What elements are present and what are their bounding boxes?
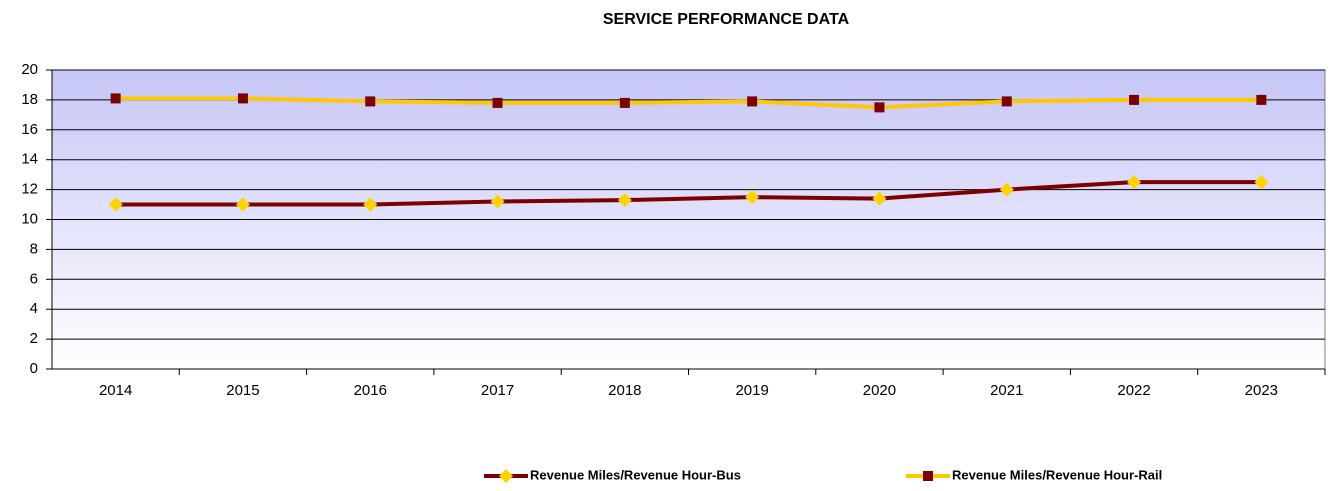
- x-tick-label: 2017: [481, 382, 514, 399]
- y-tick-label: 14: [21, 151, 38, 168]
- legend-label: Revenue Miles/Revenue Hour-Bus: [530, 467, 741, 482]
- series-line: [115, 96, 1262, 110]
- y-tick-label: 4: [30, 300, 38, 317]
- data-point: [235, 197, 250, 212]
- data-point: [492, 97, 503, 108]
- y-tick-label: 12: [21, 181, 38, 198]
- data-point: [110, 93, 121, 104]
- x-tick-label: 2021: [990, 382, 1023, 399]
- x-tick-label: 2020: [863, 382, 896, 399]
- data-point: [745, 190, 760, 205]
- x-tick-label: 2016: [354, 382, 387, 399]
- y-tick-label: 0: [30, 360, 38, 377]
- data-point: [747, 96, 758, 107]
- y-tick-label: 18: [21, 91, 38, 108]
- data-point: [108, 197, 123, 212]
- legend-label: Revenue Miles/Revenue Hour-Rail: [952, 467, 1162, 482]
- data-point: [872, 191, 887, 206]
- data-point: [1129, 94, 1140, 105]
- data-point: [363, 197, 378, 212]
- y-tick-label: 2: [30, 330, 38, 347]
- x-tick-label: 2015: [226, 382, 259, 399]
- y-tick-label: 6: [30, 270, 38, 287]
- data-point: [1256, 94, 1267, 105]
- series-line: [115, 180, 1262, 207]
- data-point: [999, 182, 1014, 197]
- data-point: [619, 97, 630, 108]
- chart-title: SERVICE PERFORMANCE DATA: [603, 11, 850, 28]
- x-tick-label: 2022: [1117, 382, 1150, 399]
- x-tick-label: 2019: [735, 382, 768, 399]
- legend-marker: [923, 471, 933, 481]
- data-point: [874, 102, 885, 113]
- y-tick-label: 16: [21, 121, 38, 138]
- data-point: [1254, 175, 1269, 190]
- data-point: [1127, 175, 1142, 190]
- data-point: [490, 194, 505, 209]
- y-tick-label: 8: [30, 240, 38, 257]
- data-point: [1001, 96, 1012, 107]
- data-point: [237, 93, 248, 104]
- legend-marker: [499, 469, 513, 483]
- data-point: [365, 96, 376, 107]
- y-tick-label: 10: [21, 210, 38, 227]
- y-tick-label: 20: [21, 61, 38, 78]
- x-tick-label: 2014: [99, 382, 132, 399]
- data-point: [617, 193, 632, 208]
- x-tick-label: 2023: [1245, 382, 1278, 399]
- x-tick-label: 2018: [608, 382, 641, 399]
